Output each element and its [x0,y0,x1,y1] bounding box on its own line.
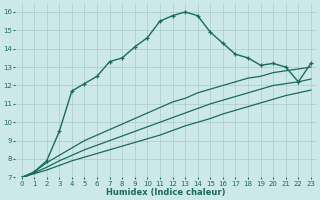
X-axis label: Humidex (Indice chaleur): Humidex (Indice chaleur) [107,188,226,197]
